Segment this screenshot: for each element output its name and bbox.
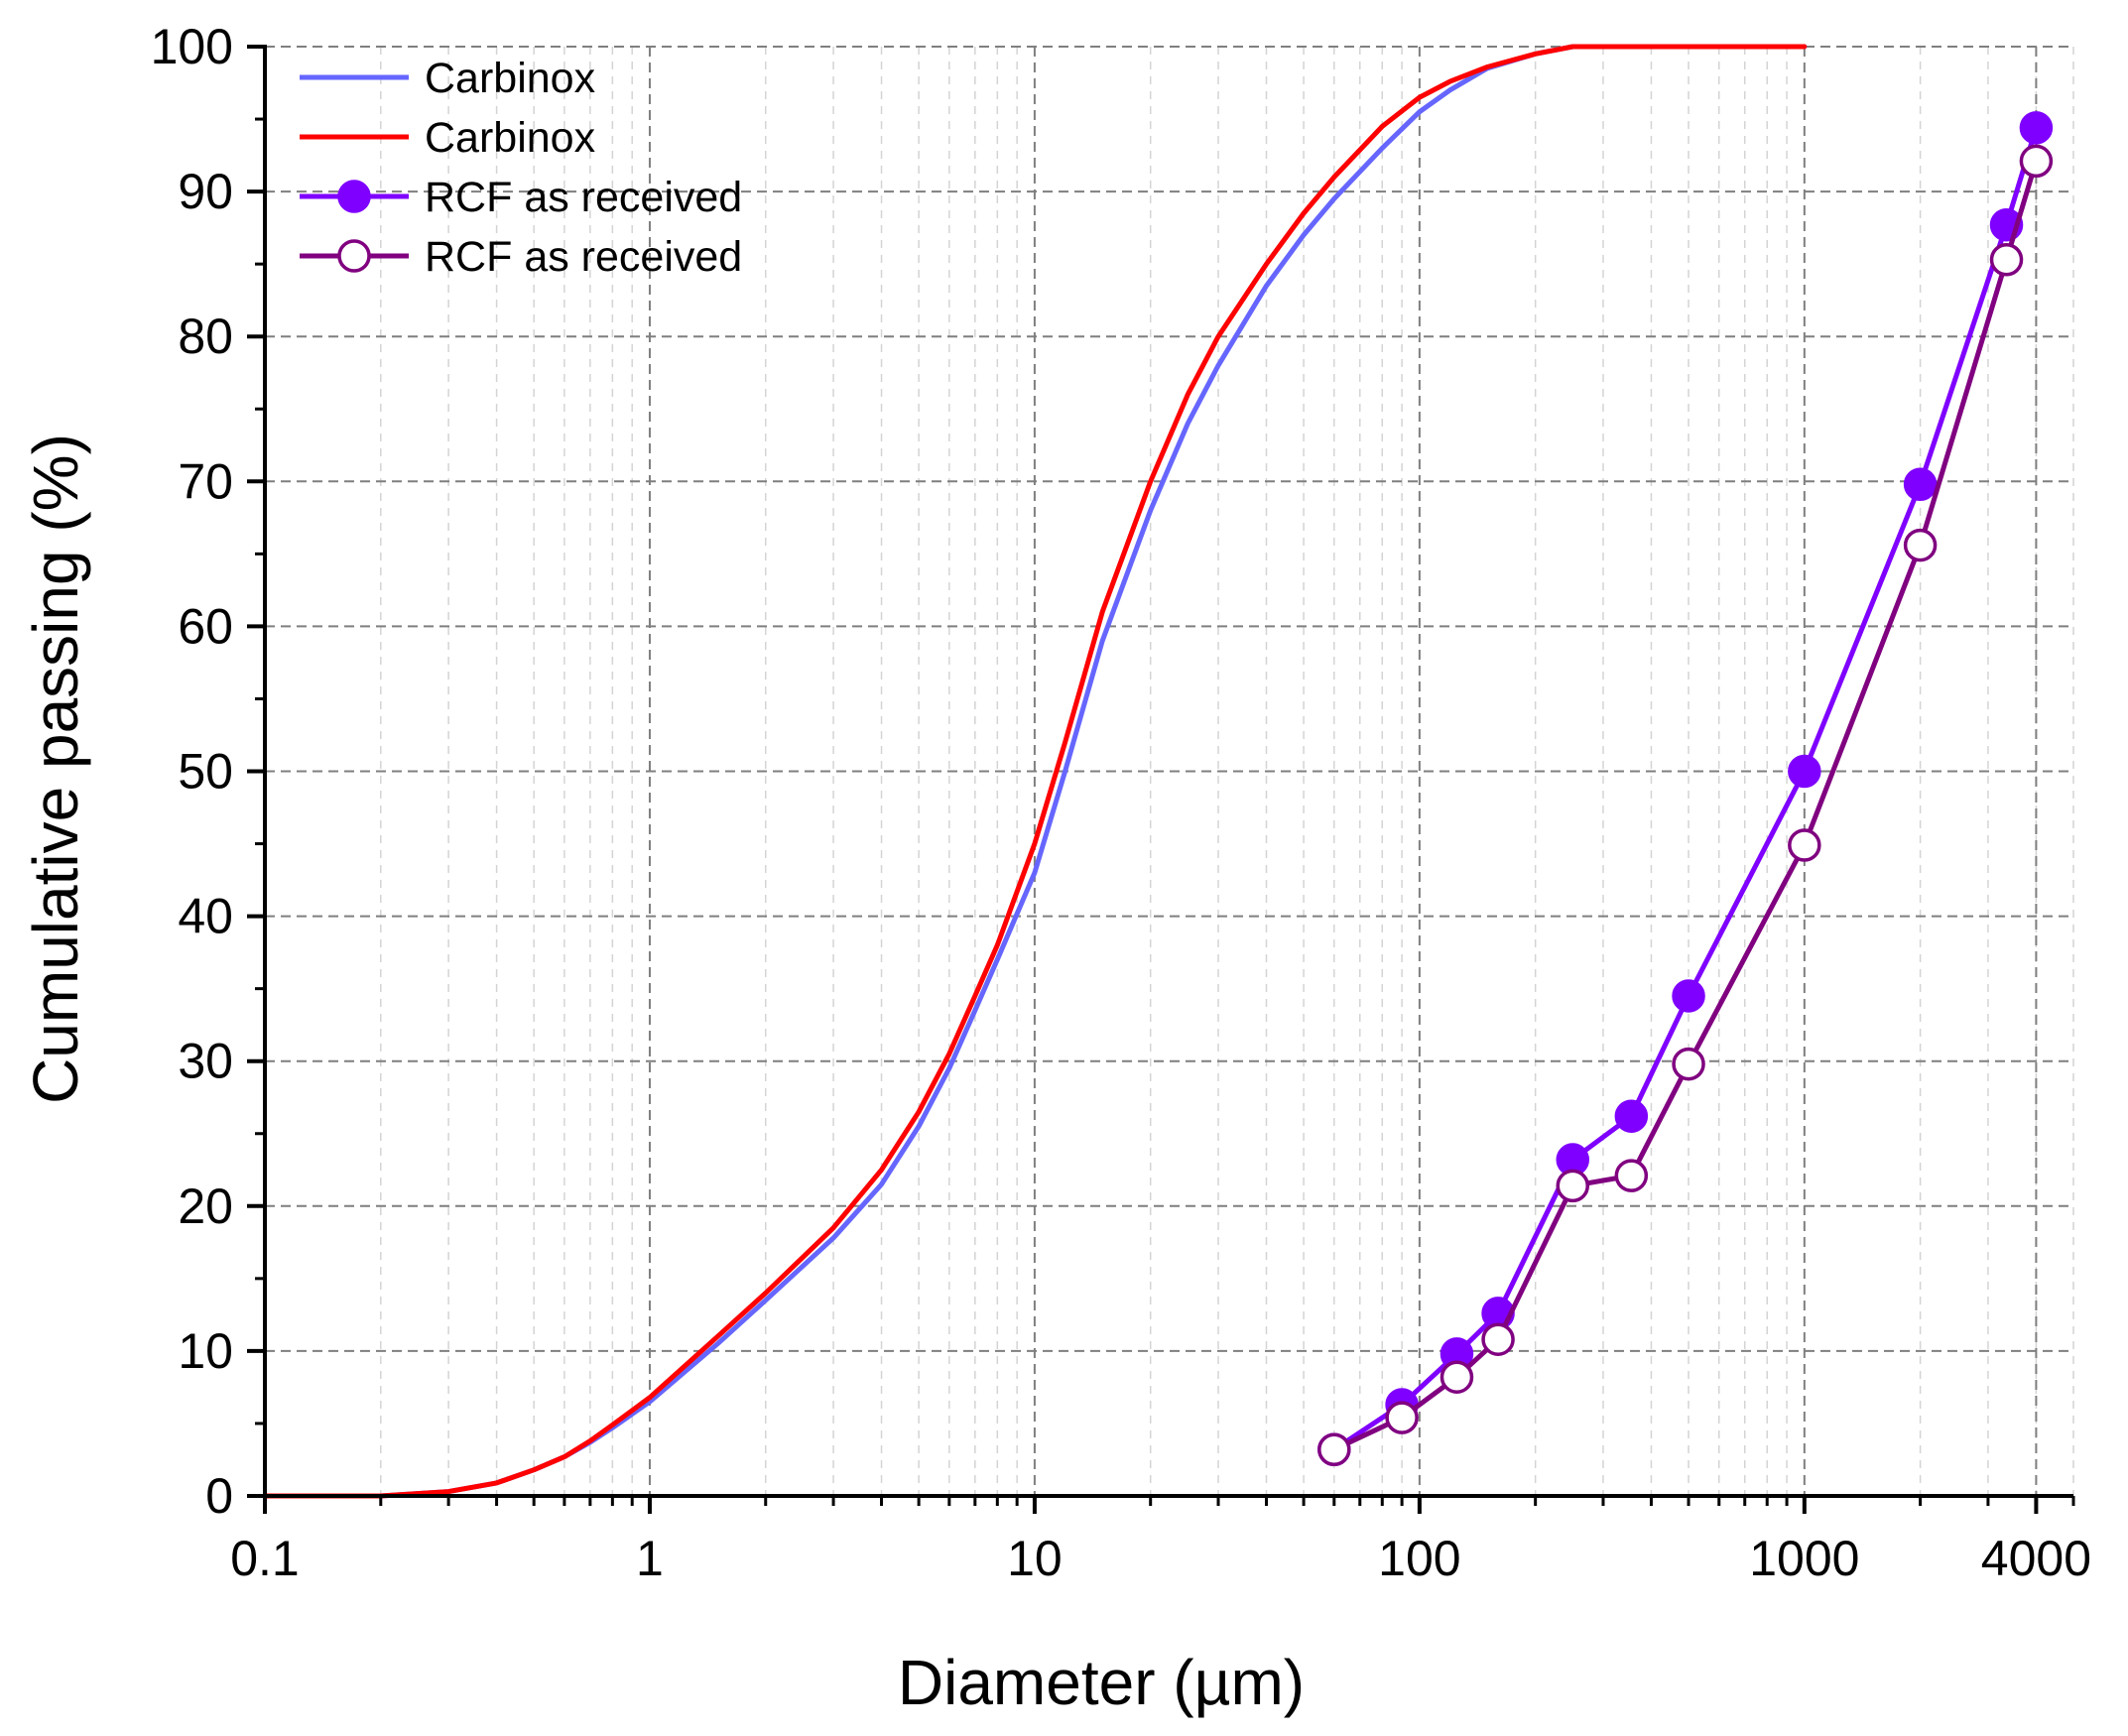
y-tick-label: 20: [178, 1178, 233, 1234]
y-tick-label: 80: [178, 309, 233, 364]
series-4: [1317, 144, 2054, 1466]
data-point: [1317, 1432, 1351, 1466]
y-tick-label: 60: [178, 598, 233, 654]
x-tick-label: 4000: [1981, 1531, 2091, 1586]
y-tick-label: 30: [178, 1034, 233, 1089]
y-tick-label: 10: [178, 1323, 233, 1379]
x-tick-label: 1: [636, 1531, 664, 1586]
legend-item: Carbinox: [300, 55, 596, 102]
data-point: [1481, 1322, 1515, 1356]
y-tick-label: 40: [178, 889, 233, 944]
y-tick-label: 70: [178, 453, 233, 509]
axes: 0 10 20 30 40 50 60 70 80 90 100 0.1 1 10 100 1000 4000: [151, 19, 2091, 1586]
x-tick-label: 100: [1378, 1531, 1460, 1586]
series-line: [262, 44, 1808, 1499]
data-point: [2019, 111, 2054, 145]
legend-item: RCF as received: [300, 233, 742, 281]
data-point: [1672, 979, 1705, 1013]
data-point: [1989, 243, 2024, 277]
x-axis-title: Diameter (µm): [898, 1647, 1305, 1718]
y-tick-label: 50: [178, 744, 233, 800]
y-axis-title: Cumulative passing (%): [20, 434, 91, 1104]
data-point: [1672, 1047, 1705, 1081]
legend-item: Carbinox: [300, 114, 596, 162]
y-tick-label: 100: [151, 19, 233, 74]
data-point: [1385, 1401, 1419, 1434]
legend-label: Carbinox: [425, 114, 596, 162]
data-point: [1788, 754, 1821, 789]
data-point: [1614, 1099, 1649, 1133]
data-point: [1556, 1169, 1590, 1203]
legend-label: RCF as received: [425, 174, 742, 221]
data-point: [1903, 528, 1938, 562]
data-point: [1903, 467, 1938, 501]
legend-label: Carbinox: [425, 55, 596, 102]
legend-item: RCF as received: [300, 174, 742, 221]
series-2: [262, 44, 1808, 1499]
x-tick-label: 0.1: [230, 1531, 300, 1586]
x-tick-label: 1000: [1749, 1531, 1859, 1586]
data-point: [1440, 1360, 1474, 1394]
legend-label: RCF as received: [425, 233, 742, 281]
data-point: [1614, 1159, 1649, 1192]
legend: Carbinox Carbinox RCF as received RCF as re…: [300, 55, 742, 281]
series-3: [1317, 111, 2054, 1466]
data-point: [2019, 144, 2054, 179]
legend-swatch-marker: [337, 180, 371, 213]
y-tick-label: 0: [205, 1468, 233, 1524]
legend-swatch-marker: [337, 239, 371, 273]
data-point: [1788, 828, 1821, 862]
x-tick-label: 10: [1007, 1531, 1063, 1586]
y-tick-label: 90: [178, 164, 233, 219]
series-layer: [262, 44, 2054, 1499]
